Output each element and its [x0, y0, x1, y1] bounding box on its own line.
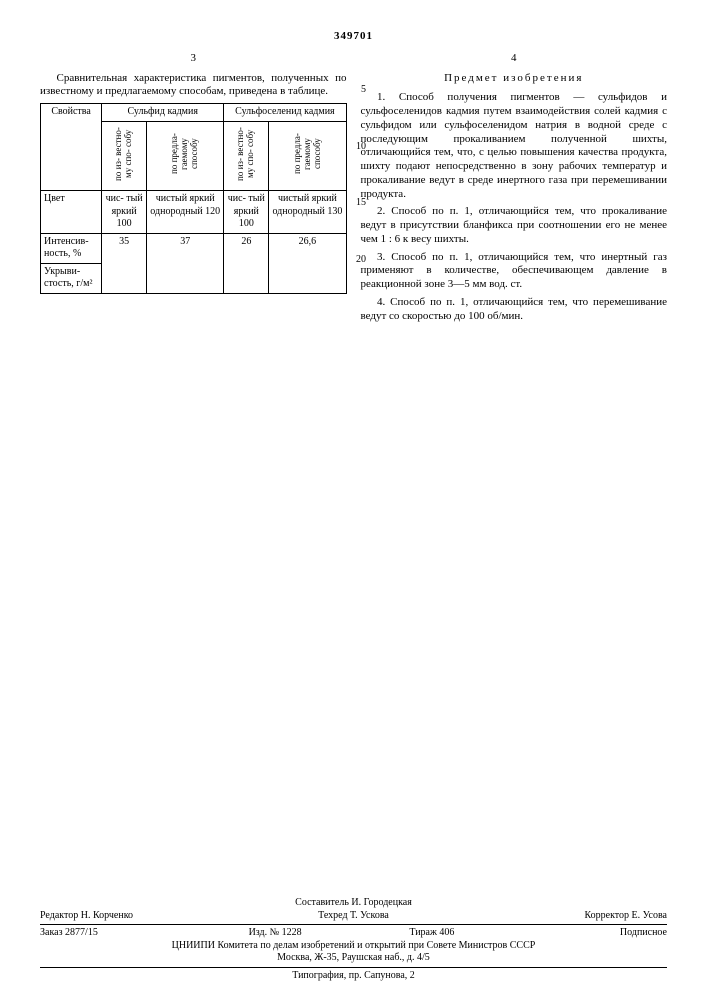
cell: чис- тый яркий 100	[224, 191, 269, 234]
lineno-5: 5	[352, 84, 366, 97]
cell: 26	[224, 233, 269, 293]
footer-divider-2	[40, 967, 667, 968]
lineno-10: 10	[352, 141, 366, 154]
table-row: Свойства Сульфид кадмия Сульфоселенид ка…	[41, 104, 347, 122]
page: 349701 3 Сравнительная характеристика пи…	[0, 0, 707, 1000]
cell-prop-color: Цвет	[41, 191, 102, 234]
footer-tirazh: Тираж 406	[354, 927, 511, 940]
th-group-sulfide: Сульфид кадмия	[102, 104, 224, 122]
section-title: Предмет изобретения	[361, 72, 668, 86]
footer-order: Заказ 2877/15	[40, 927, 197, 940]
footer-addr: Москва, Ж-35, Раушская наб., д. 4/5	[40, 952, 667, 965]
footer-typography: Типография, пр. Сапунова, 2	[40, 970, 667, 983]
table-row: Интенсив- ность, % 35 37 26 26,6	[41, 233, 347, 263]
lineno-15: 15	[352, 197, 366, 210]
th-proposed-1-label: по предла- гаемому способу	[170, 124, 200, 184]
claim-2: 2. Способ по п. 1, отличающийся тем, что…	[361, 205, 668, 246]
right-col-number: 4	[361, 52, 668, 66]
lineno-20: 20	[352, 254, 366, 267]
footer-corrector: Корректор Е. Усова	[458, 910, 667, 923]
th-known-2-label: по из- вестно- му спо- собу	[236, 124, 256, 184]
right-column: 4 Предмет изобретения 1. Способ получени…	[361, 52, 668, 328]
line-numbers: 5 10 15 20	[352, 60, 366, 266]
footer-sign: Подписное	[510, 927, 667, 940]
cell: чистый яркий однородный 130	[269, 191, 346, 234]
claim-4: 4. Способ по п. 1, отличающийся тем, что…	[361, 296, 668, 324]
footer-credits-row: Редактор Н. Корченко Техред Т. Ускова Ко…	[40, 910, 667, 923]
th-known-1: по из- вестно- му спо- собу	[102, 121, 147, 191]
left-col-number: 3	[40, 52, 347, 66]
table-row: Цвет чис- тый яркий 100 чистый яркий одн…	[41, 191, 347, 234]
cell: 37	[147, 233, 224, 293]
th-known-1-label: по из- вестно- му спо- собу	[114, 124, 134, 184]
th-properties: Свойства	[41, 104, 102, 191]
claim-1: 1. Способ получения пигментов — сульфидо…	[361, 91, 668, 201]
cell-prop-intensity: Интенсив- ность, %	[41, 233, 102, 263]
th-group-sulfoselenide: Сульфоселенид кадмия	[224, 104, 346, 122]
footer-pub-row: Заказ 2877/15 Изд. № 1228 Тираж 406 Подп…	[40, 927, 667, 940]
properties-table: Свойства Сульфид кадмия Сульфоселенид ка…	[40, 103, 347, 294]
th-proposed-1: по предла- гаемому способу	[147, 121, 224, 191]
th-known-2: по из- вестно- му спо- собу	[224, 121, 269, 191]
footer-tech: Техред Т. Ускова	[249, 910, 458, 923]
footer-compiler: Составитель И. Городецкая	[40, 897, 667, 910]
patent-number: 349701	[40, 30, 667, 44]
footer-izd: Изд. № 1228	[197, 927, 354, 940]
footer-divider	[40, 924, 667, 925]
th-proposed-2: по предла- гаемому способу	[269, 121, 346, 191]
cell: чис- тый яркий 100	[102, 191, 147, 234]
footer-editor: Редактор Н. Корченко	[40, 910, 249, 923]
cell: 35	[102, 233, 147, 293]
footer: Составитель И. Городецкая Редактор Н. Ко…	[40, 897, 667, 982]
left-column: 3 Сравнительная характеристика пигментов…	[40, 52, 347, 328]
left-intro-paragraph: Сравнительная характеристика пигментов, …	[40, 72, 347, 100]
cell-prop-coverage: Укрыви- стость, г/м²	[41, 263, 102, 293]
claim-3: 3. Способ по п. 1, отличающийся тем, что…	[361, 251, 668, 292]
footer-org: ЦНИИПИ Комитета по делам изобретений и о…	[40, 940, 667, 953]
cell: 26,6	[269, 233, 346, 293]
cell: чистый яркий однородный 120	[147, 191, 224, 234]
th-proposed-2-label: по предла- гаемому способу	[293, 124, 323, 184]
